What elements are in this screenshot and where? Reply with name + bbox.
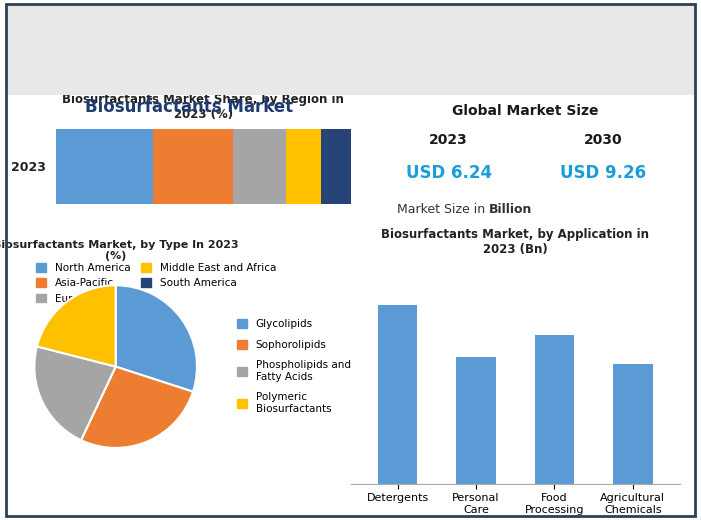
Legend: North America, Asia-Pacific, Europe, Middle East and Africa, South America: North America, Asia-Pacific, Europe, Mid… [32, 259, 280, 308]
Bar [321, 128, 350, 204]
Text: Biosurfactants Market: Biosurfactants Market [86, 98, 293, 115]
Bar [378, 305, 417, 484]
Wedge shape [81, 367, 193, 448]
Circle shape [103, 35, 323, 63]
Text: MMR: MMR [468, 49, 505, 63]
Circle shape [124, 16, 646, 83]
Text: Asia Pacific Market Accounted
largest share in the
Biosurfactants Market: Asia Pacific Market Accounted largest sh… [267, 31, 434, 68]
Title: Biosurfactants Market Share, by Region in
2023 (%): Biosurfactants Market Share, by Region i… [62, 93, 344, 121]
Text: 🌐: 🌐 [377, 37, 393, 61]
Title: Biosurfactants Market, by Type In 2023
(%): Biosurfactants Market, by Type In 2023 (… [0, 240, 238, 262]
Text: Global Market Size: Global Market Size [453, 104, 599, 118]
Text: USD 9.26: USD 9.26 [560, 164, 646, 183]
Text: Billion: Billion [489, 203, 532, 216]
Bar [456, 357, 496, 484]
Circle shape [378, 35, 598, 63]
Text: Global Market to grow at a
CAGR of 5.8% during 2024-
2030: Global Market to grow at a CAGR of 5.8% … [533, 45, 676, 81]
Bar [56, 128, 154, 204]
Bar [613, 365, 653, 484]
Legend: Glycolipids, Sophorolipids, Phospholipids and
Fatty Acids, Polymeric
Biosurfacta: Glycolipids, Sophorolipids, Phospholipid… [233, 315, 355, 418]
Title: Biosurfactants Market, by Application in
2023 (Bn): Biosurfactants Market, by Application in… [381, 228, 649, 256]
Text: 2023: 2023 [429, 133, 468, 147]
Bar [535, 334, 574, 484]
Text: USD 6.24: USD 6.24 [406, 164, 491, 183]
Wedge shape [116, 285, 197, 392]
Bar [233, 128, 286, 204]
Text: 5.8% CAGR: 5.8% CAGR [566, 23, 644, 36]
Wedge shape [37, 285, 116, 367]
Bar [286, 128, 321, 204]
Text: 2030: 2030 [583, 133, 622, 147]
Text: ⚡: ⚡ [207, 41, 219, 58]
Text: 🔥: 🔥 [483, 42, 493, 57]
Bar [154, 128, 233, 204]
Wedge shape [34, 346, 116, 440]
Text: Market Size in: Market Size in [397, 203, 489, 216]
